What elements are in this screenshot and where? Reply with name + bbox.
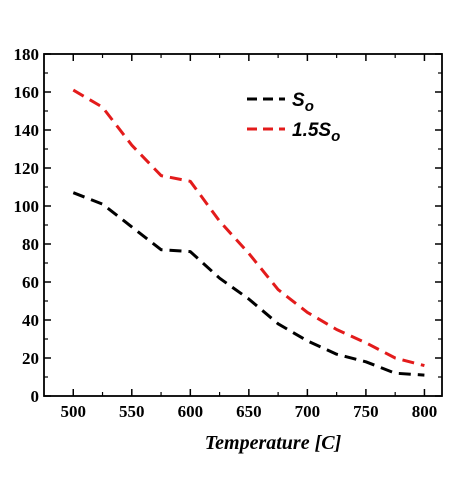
y-tick-label: 100 — [14, 197, 40, 216]
y-tick-label: 80 — [22, 235, 39, 254]
y-tick-label: 180 — [14, 45, 40, 64]
plot-area — [72, 88, 425, 377]
axes: 500 550 600 650 700 750 800 0 20 40 60 80 100 120 140 1… — [14, 45, 443, 421]
legend-label: 1.5So — [292, 120, 340, 145]
x-axis-label: Temperature [C] — [205, 432, 342, 454]
x-tick-label: 650 — [236, 402, 262, 421]
y-tick-label: 20 — [22, 349, 39, 368]
x-tick-label: 600 — [178, 402, 204, 421]
series-line-so — [72, 191, 425, 377]
x-tick-label: 700 — [295, 402, 321, 421]
x-tick-label: 500 — [61, 402, 87, 421]
series-line-1-5so — [72, 88, 425, 368]
y-tick-label: 60 — [22, 273, 39, 292]
legend: So 1.5So — [247, 90, 340, 145]
x-tick-label: 750 — [353, 402, 379, 421]
x-tick-label: 800 — [412, 402, 438, 421]
y-tick-label: 160 — [14, 83, 40, 102]
plot-frame — [43, 53, 443, 397]
y-tick-label: 40 — [22, 311, 39, 330]
legend-label: So — [292, 90, 314, 115]
y-tick-label: 0 — [31, 387, 40, 406]
x-tick-label: 550 — [119, 402, 145, 421]
y-tick-label: 120 — [14, 159, 40, 178]
y-tick-label: 140 — [14, 121, 40, 140]
